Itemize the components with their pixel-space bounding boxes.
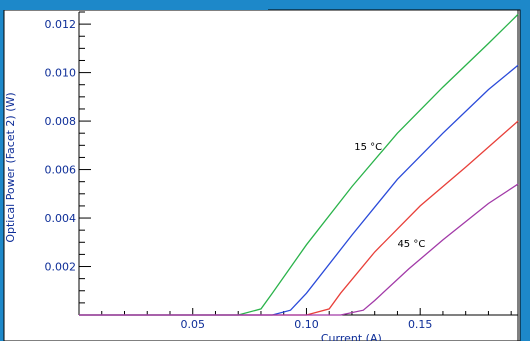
y-tick-label: 0.002 [45, 261, 77, 274]
y-tick-label: 0.012 [45, 18, 77, 31]
top-left-band [0, 0, 268, 10]
y-tick-label: 0.010 [45, 67, 77, 80]
temperature-annotation: 15 °C [354, 142, 382, 153]
series-line-2 [79, 64, 519, 316]
annotations: 15 °C 45 °C [354, 142, 425, 250]
ticks: 0.05 0.10 0.15 0.002 0.004 0.006 0.008 0.010 0.0… [45, 11, 512, 331]
series-lines [79, 13, 519, 316]
x-axis-label: Current (A) [321, 332, 382, 341]
y-tick-label: 0.004 [45, 212, 77, 225]
temperature-annotation: 45 °C [397, 239, 425, 250]
y-axis-label: Optical Power (Facet 2) (W) [4, 92, 17, 242]
series-line-4 [79, 183, 519, 316]
x-tick-label: 0.15 [408, 318, 433, 331]
x-tick-label: 0.10 [294, 318, 319, 331]
x-tick-label: 0.05 [180, 318, 205, 331]
y-tick-label: 0.006 [45, 164, 77, 177]
series-line-3 [79, 120, 519, 316]
series-line-1 [79, 13, 519, 316]
plot-panel [3, 9, 521, 341]
y-tick-label: 0.008 [45, 115, 77, 128]
